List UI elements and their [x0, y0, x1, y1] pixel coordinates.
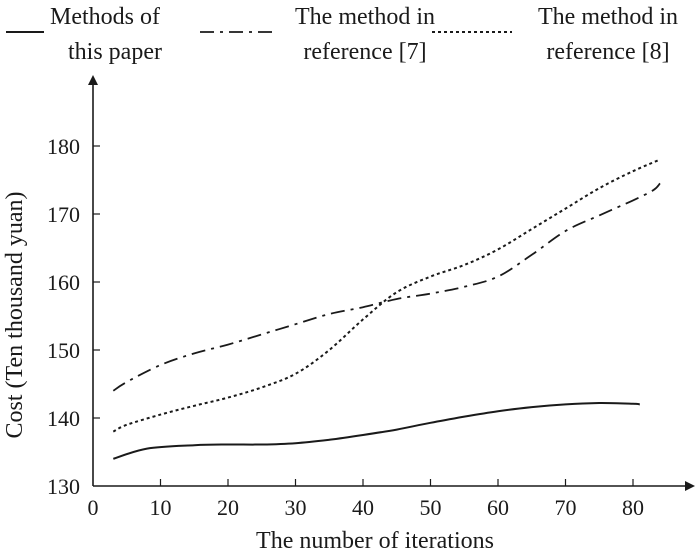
- x-tick-label: 80: [622, 495, 644, 520]
- axes: 0 10 20 30 40 50 60 70 80 130 140 150 160 170 180: [47, 75, 695, 520]
- legend-label-3-line1: The method in: [538, 4, 678, 30]
- x-tick-label: 30: [285, 495, 307, 520]
- x-tick-label: 10: [150, 495, 172, 520]
- legend-label-3-line2: reference [8]: [546, 39, 669, 65]
- legend-label-1-line2: this paper: [68, 39, 162, 65]
- x-axis-title: The number of iterations: [256, 528, 494, 554]
- axis-labels: The number of iterations Cost (Ten thousa…: [2, 192, 494, 554]
- y-axis-title: Cost (Ten thousand yuan): [2, 192, 28, 439]
- x-tick-label: 60: [487, 495, 509, 520]
- plot-area: [112, 158, 661, 460]
- legend-label-1-line1: Methods of: [50, 4, 160, 30]
- x-tick-label: 50: [420, 495, 442, 520]
- legend-label-2-line2: reference [7]: [303, 39, 426, 65]
- series-line-1: [113, 401, 640, 460]
- y-tick-label: 130: [47, 474, 80, 499]
- y-tick-label: 140: [47, 406, 80, 431]
- x-tick-label: 0: [88, 495, 99, 520]
- y-tick-label: 180: [47, 134, 80, 159]
- series-line-3: [112, 158, 661, 433]
- y-tick-label: 150: [47, 338, 80, 363]
- legend: Methods of this paper The method in referen…: [6, 4, 678, 65]
- y-tick-label: 170: [47, 202, 80, 227]
- legend-label-2-line1: The method in: [295, 4, 435, 30]
- x-tick-label: 40: [352, 495, 374, 520]
- y-tick-label: 160: [47, 270, 80, 295]
- x-tick-label: 20: [217, 495, 239, 520]
- x-tick-label: 70: [555, 495, 577, 520]
- series-line-2: [112, 182, 661, 392]
